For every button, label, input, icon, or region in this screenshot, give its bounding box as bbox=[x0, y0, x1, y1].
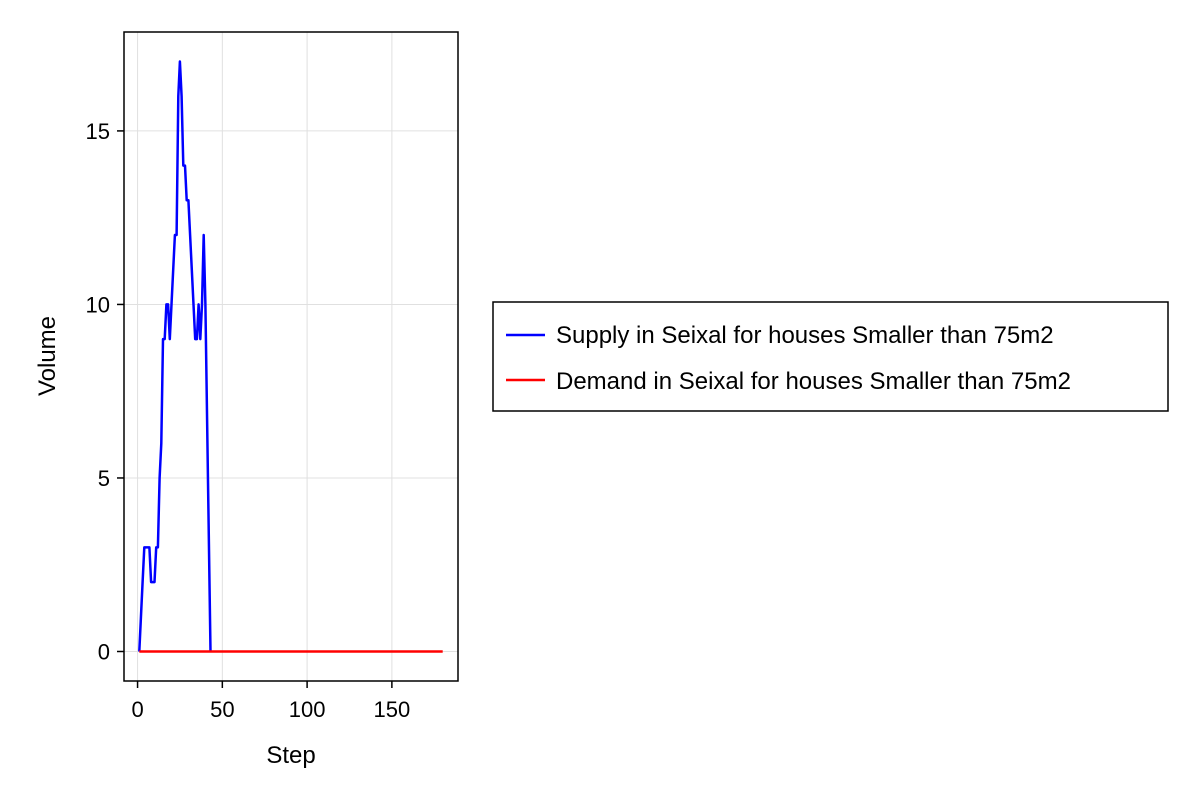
plot-frame bbox=[123, 31, 459, 682]
series-line-supply bbox=[138, 60, 212, 652]
x-tick-label: 0 bbox=[131, 697, 143, 722]
y-tick-label: 10 bbox=[86, 292, 110, 317]
y-axis-title: Volume bbox=[34, 316, 61, 396]
x-tick-label: 100 bbox=[289, 697, 326, 722]
y-tick-label: 15 bbox=[86, 119, 110, 144]
legend-frame bbox=[492, 301, 1169, 412]
y-tick-label: 5 bbox=[98, 466, 110, 491]
y-axis: 0 5 10 15 bbox=[86, 119, 124, 665]
y-tick-label: 0 bbox=[98, 640, 110, 665]
x-tick-label: 150 bbox=[374, 697, 411, 722]
x-tick-label: 50 bbox=[210, 697, 234, 722]
legend-label-demand: Demand in Seixal for houses Smaller than… bbox=[556, 368, 1071, 395]
grid-lines bbox=[124, 32, 458, 681]
legend: Supply in Seixal for houses Smaller than… bbox=[492, 301, 1169, 412]
legend-label-supply: Supply in Seixal for houses Smaller than… bbox=[556, 322, 1054, 349]
x-axis: 0 50 100 150 bbox=[131, 681, 410, 722]
series-lines bbox=[138, 60, 443, 653]
x-axis-title: Step bbox=[266, 742, 315, 769]
